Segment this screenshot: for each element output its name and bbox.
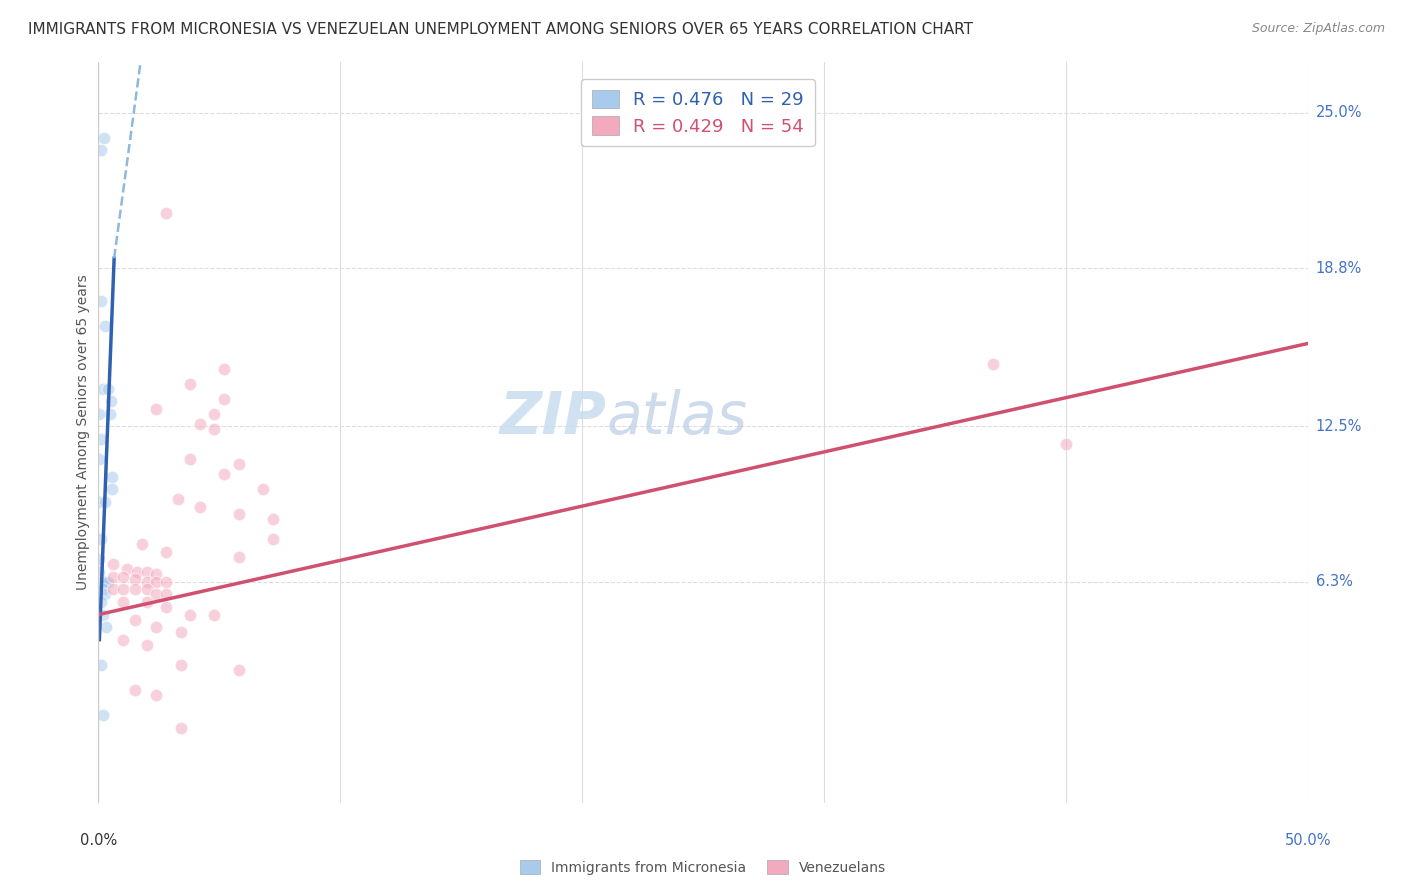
Point [100,482,122,496]
Point [145,688,167,702]
Text: 18.8%: 18.8% [1316,260,1362,276]
Point [94,587,117,601]
Point [155,600,177,615]
Point [91,574,114,589]
Point [90,533,112,547]
Legend: R = 0.476   N = 29, R = 0.429   N = 54: R = 0.476 N = 29, R = 0.429 N = 54 [581,78,815,146]
Point [179,607,201,622]
Point [188,417,211,431]
Point [145,567,167,582]
Point [91,607,114,622]
Point [169,657,191,672]
Point [117,562,139,576]
Point [91,382,114,396]
Point [135,582,157,597]
Point [97,574,120,589]
Y-axis label: Unemployment Among Seniors over 65 years: Unemployment Among Seniors over 65 years [76,275,90,591]
Text: atlas: atlas [606,389,747,446]
Point [155,206,177,220]
Point [101,558,124,572]
Point [228,663,250,677]
Point [97,382,120,396]
Text: IMMIGRANTS FROM MICRONESIA VS VENEZUELAN UNEMPLOYMENT AMONG SENIORS OVER 65 YEAR: IMMIGRANTS FROM MICRONESIA VS VENEZUELAN… [28,22,973,37]
Point [262,533,284,547]
Point [111,582,134,597]
Text: 0.0%: 0.0% [80,833,117,848]
Point [155,574,177,589]
Point [90,657,112,672]
Point [169,721,191,735]
Point [90,595,112,609]
Point [228,507,250,521]
Point [91,582,114,597]
Point [135,638,157,652]
Point [90,293,112,308]
Point [101,570,124,584]
Point [179,452,201,467]
Point [93,130,115,145]
Point [100,394,122,409]
Point [131,537,153,551]
Legend: Immigrants from Micronesia, Venezuelans: Immigrants from Micronesia, Venezuelans [515,855,891,880]
Point [90,143,112,157]
Point [212,467,235,481]
Point [169,625,191,640]
Text: 6.3%: 6.3% [1316,574,1353,590]
Point [145,587,167,601]
Point [212,392,235,406]
Point [94,318,117,333]
Point [89,552,111,566]
Point [89,407,111,421]
Point [179,376,201,391]
Point [91,708,114,723]
Point [127,565,149,579]
Point [155,545,177,559]
Text: ZIP: ZIP [499,389,606,446]
Point [94,494,117,508]
Point [145,620,167,634]
Point [98,407,121,421]
Point [111,632,134,647]
Text: Source: ZipAtlas.com: Source: ZipAtlas.com [1251,22,1385,36]
Point [111,595,134,609]
Text: 50.0%: 50.0% [1284,833,1331,848]
Point [228,549,250,564]
Point [167,492,190,507]
Point [228,457,250,471]
Point [89,565,111,579]
Point [135,565,157,579]
Point [204,422,226,436]
Point [188,500,211,514]
Point [89,452,111,467]
Point [212,361,235,376]
Point [90,574,112,589]
Point [89,494,111,508]
Point [90,432,112,446]
Point [145,574,167,589]
Point [135,574,157,589]
Point [155,587,177,601]
Point [111,570,134,584]
Point [124,613,146,627]
Point [124,582,146,597]
Point [204,407,226,421]
Point [94,574,117,589]
Point [1054,437,1077,451]
Point [981,357,1004,371]
Point [135,595,157,609]
Point [252,482,274,496]
Text: 12.5%: 12.5% [1316,419,1362,434]
Point [101,582,124,597]
Point [204,607,226,622]
Point [94,620,117,634]
Point [124,573,146,587]
Point [124,682,146,697]
Point [262,512,284,526]
Text: 25.0%: 25.0% [1316,105,1362,120]
Point [145,401,167,416]
Point [101,469,124,483]
